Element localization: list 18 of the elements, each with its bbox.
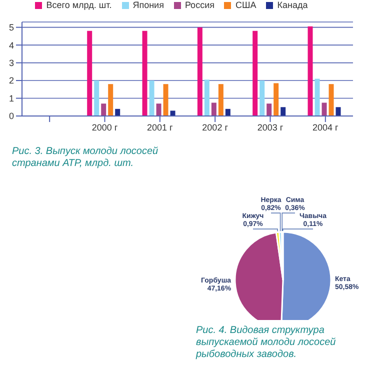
y-tick-label: 0	[8, 111, 14, 122]
legend-label: США	[235, 0, 256, 10]
x-tick-label: 2003 г	[257, 122, 284, 132]
y-tick-label: 5	[8, 22, 14, 33]
legend-label: Канада	[277, 0, 308, 10]
x-tick-label: 2002 г	[202, 122, 229, 132]
text: Рис. 4. Видовая структура выпускаемой молоди лососей рыбоводных заводов.	[196, 325, 337, 361]
y-tick-label: 3	[8, 58, 14, 68]
legend-label: Всего млрд. шт.	[46, 0, 112, 10]
x-tick-label: 2001 г	[147, 122, 174, 132]
y-tick-label: 4	[8, 40, 14, 50]
legend-label: Япония	[132, 0, 164, 10]
y-tick-label: 2	[8, 76, 14, 86]
y-tick-label: 1	[8, 93, 14, 104]
legend-label: Россия	[184, 0, 214, 10]
x-tick-label: 2000 г	[92, 122, 118, 132]
x-tick-label: 2004 г	[312, 122, 340, 132]
text: Рис. 3. Выпуск молоди лососей странами АТР, млрд. шт.	[12, 146, 160, 170]
